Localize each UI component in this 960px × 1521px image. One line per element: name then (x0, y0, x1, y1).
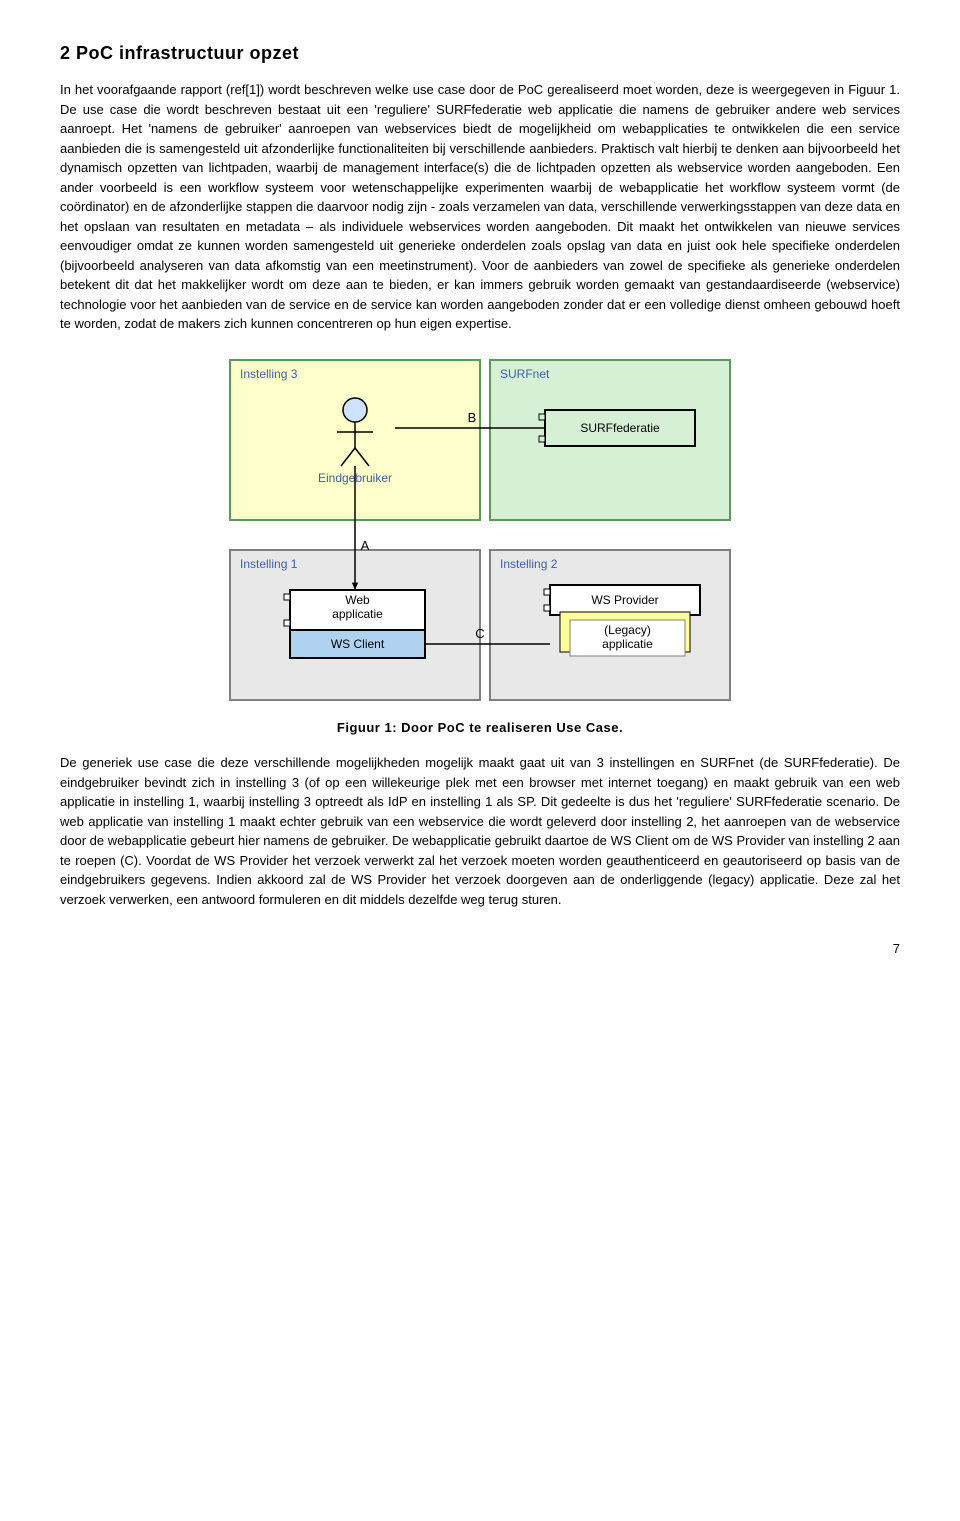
svg-text:A: A (361, 538, 370, 553)
svg-text:SURFfederatie: SURFfederatie (580, 421, 660, 435)
svg-text:applicatie: applicatie (332, 607, 383, 621)
svg-text:Instelling 1: Instelling 1 (240, 557, 298, 571)
paragraph-1: In het voorafgaande rapport (ref[1]) wor… (60, 80, 900, 334)
svg-text:WS Client: WS Client (331, 637, 385, 651)
page-number: 7 (60, 939, 900, 959)
paragraph-2: De generiek use case die deze verschille… (60, 753, 900, 909)
figure-caption: Figuur 1: Door PoC te realiseren Use Cas… (60, 718, 900, 738)
svg-text:Web: Web (345, 593, 370, 607)
svg-text:SURFnet: SURFnet (500, 367, 550, 381)
section-heading: 2 PoC infrastructuur opzet (60, 40, 900, 67)
svg-text:WS Provider: WS Provider (591, 593, 658, 607)
diagram-container: Instelling 3 SURFnet Instelling 1 Instellin… (60, 350, 900, 710)
svg-text:Instelling 2: Instelling 2 (500, 557, 558, 571)
svg-text:(Legacy): (Legacy) (604, 623, 651, 637)
svg-text:B: B (468, 410, 477, 425)
svg-text:C: C (475, 626, 484, 641)
use-case-diagram: Instelling 3 SURFnet Instelling 1 Instellin… (220, 350, 740, 710)
svg-text:Instelling 3: Instelling 3 (240, 367, 298, 381)
svg-text:applicatie: applicatie (602, 637, 653, 651)
